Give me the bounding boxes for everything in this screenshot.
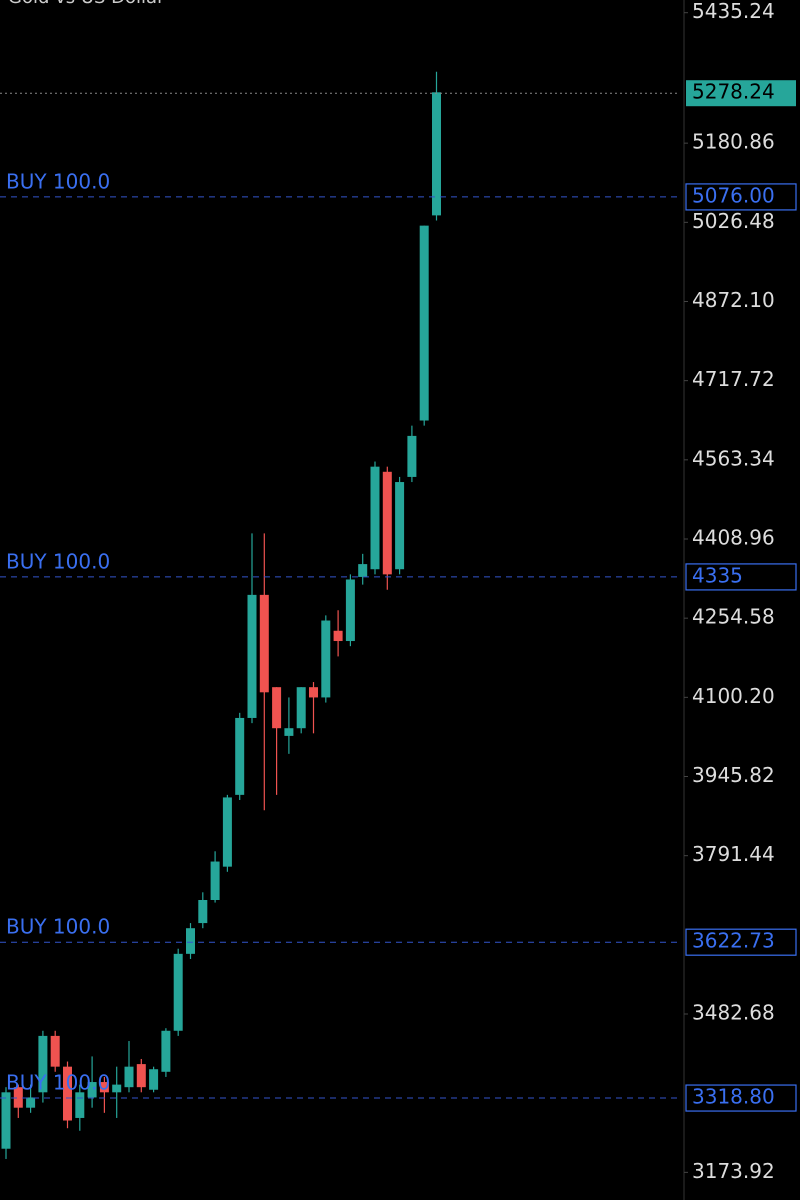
y-tick-label: 5435.24 [692, 0, 775, 23]
order-label: BUY 100.0 [6, 549, 110, 573]
order-price-box [685, 1084, 797, 1112]
y-tick-label: 4872.10 [692, 288, 775, 312]
candle-body [124, 1066, 134, 1088]
order-price-label: 4335 [692, 563, 743, 587]
y-tick-label: 4563.34 [692, 446, 775, 470]
y-tick-label: 5026.48 [692, 209, 775, 233]
y-tick-label: 4408.96 [692, 525, 775, 549]
y-tick-label: 4717.72 [692, 367, 775, 391]
candle-body [296, 687, 306, 729]
candle-body [136, 1064, 146, 1088]
y-tick-label: 4254.58 [692, 605, 775, 629]
candle-body [235, 717, 245, 795]
candle-body [432, 92, 441, 216]
candle-body [210, 861, 220, 900]
order-price-box [685, 563, 797, 591]
y-tick-label: 3482.68 [692, 1001, 775, 1025]
candle-body [99, 1082, 109, 1093]
candle-body [272, 687, 282, 729]
candle-body [395, 482, 405, 570]
candle-body [173, 953, 183, 1031]
y-tick-label: 5180.86 [692, 130, 775, 154]
order-label: BUY 100.0 [6, 169, 110, 193]
candle-body [75, 1092, 85, 1118]
candle-body [370, 466, 380, 570]
candle-body [407, 435, 417, 477]
order-price-label: 3318.80 [692, 1085, 775, 1109]
candle-body [198, 900, 208, 924]
candle-body [222, 797, 232, 867]
candle-body [309, 687, 318, 698]
candle-body [112, 1084, 122, 1093]
y-tick-label: 3791.44 [692, 842, 775, 866]
order-price-box [685, 928, 797, 956]
order-price-label: 5076.00 [692, 183, 775, 207]
order-price-label: 3622.73 [692, 929, 775, 953]
order-label: BUY 100.0 [6, 915, 110, 939]
candle-body [63, 1066, 72, 1121]
candle-body [345, 579, 355, 642]
candle-body [1, 1092, 11, 1149]
candle-body [13, 1087, 23, 1108]
y-tick-label: 4100.20 [692, 684, 775, 708]
candle-body [149, 1069, 159, 1090]
candle-body [259, 594, 269, 693]
y-tick-label: 3173.92 [692, 1159, 775, 1183]
candle-body [186, 928, 195, 954]
candle-body [161, 1030, 171, 1072]
candle-body [358, 564, 368, 577]
candle-body [87, 1082, 97, 1098]
candle-body [321, 620, 331, 698]
last-price-box [686, 80, 796, 107]
order-label: BUY 100.0 [6, 1071, 110, 1095]
chart-title: Gold vs US Dollar [8, 0, 165, 8]
candle-body [50, 1035, 60, 1067]
order-price-box [685, 183, 797, 211]
candle-body [284, 728, 294, 736]
candle-body [247, 594, 257, 718]
candle-body [38, 1035, 48, 1093]
candle-body [419, 225, 429, 421]
last-price-label: 5278.24 [692, 80, 775, 104]
candle-body [333, 630, 343, 642]
candle-body [382, 471, 392, 575]
y-tick-label: 3945.82 [692, 763, 775, 787]
candle-body [26, 1097, 36, 1108]
